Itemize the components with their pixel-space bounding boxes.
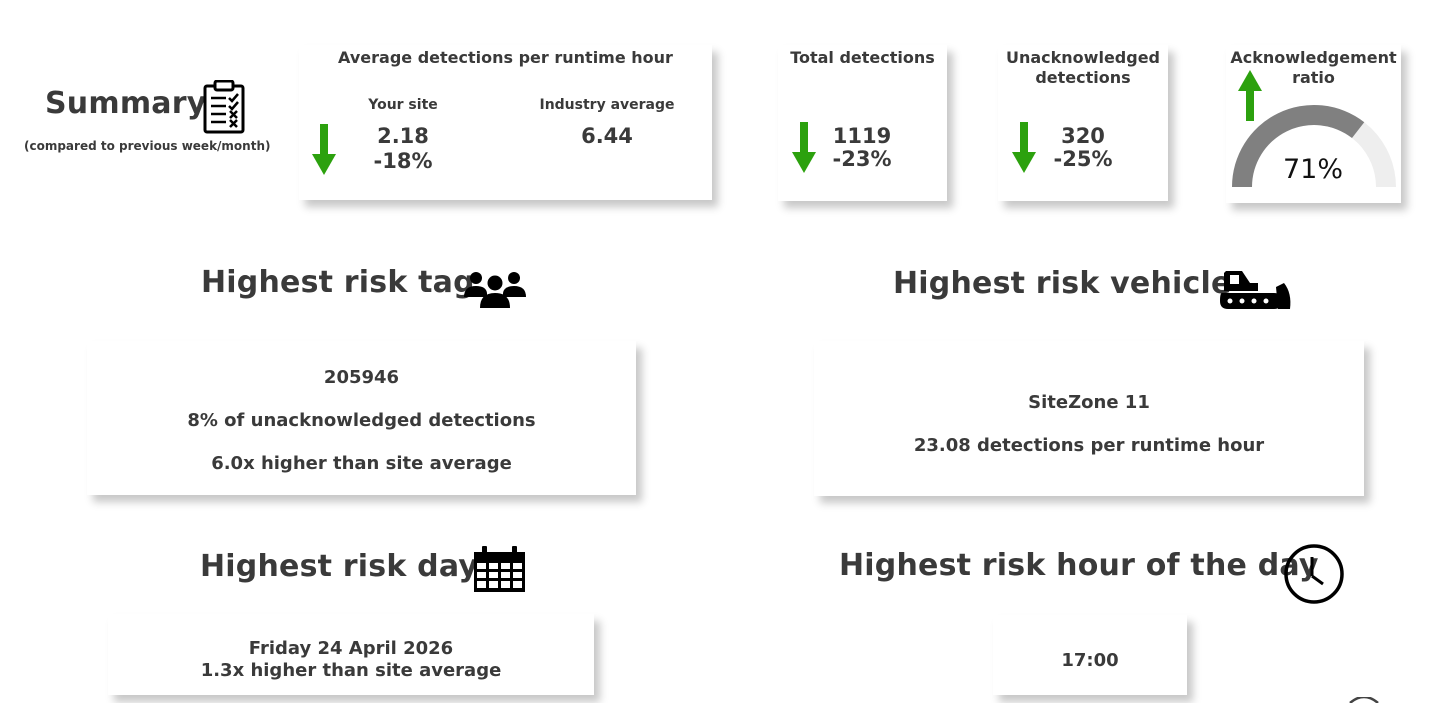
bulldozer-icon xyxy=(1220,269,1292,311)
down-arrow-icon xyxy=(312,124,336,175)
up-arrow-icon xyxy=(1238,70,1262,121)
total-detections-value: 1119 xyxy=(832,124,892,148)
risk-day-date: Friday 24 April 2026 xyxy=(248,638,454,659)
ack-ratio-gauge xyxy=(1230,103,1398,189)
highest-risk-tag-heading: Highest risk tag xyxy=(201,265,475,300)
highest-risk-vehicle-card: SiteZone 11 23.08 detections per runtime… xyxy=(814,341,1364,496)
calendar-icon xyxy=(473,546,526,593)
ack-ratio-title-line2: ratio xyxy=(1292,68,1335,87)
risk-vehicle-name: SiteZone 11 xyxy=(1028,392,1150,413)
avg-detections-card: Average detections per runtime hour Your… xyxy=(299,45,712,200)
risk-tag-vs-average: 6.0x higher than site average xyxy=(211,453,512,474)
your-site-value: 2.18 xyxy=(377,124,429,148)
down-arrow-icon xyxy=(792,122,816,173)
unacknowledged-change: -25% xyxy=(1053,147,1113,171)
your-site-change: -18% xyxy=(373,149,433,173)
unacknowledged-value: 320 xyxy=(1061,124,1105,148)
industry-average-value: 6.44 xyxy=(581,124,633,148)
summary-title: Summary xyxy=(45,86,207,121)
people-group-icon xyxy=(464,269,526,309)
unacknowledged-title-line2: detections xyxy=(1035,68,1131,87)
unacknowledged-title-line1: Unacknowledged xyxy=(1005,48,1160,67)
avg-detections-title: Average detections per runtime hour xyxy=(338,48,673,67)
highest-risk-hour-heading: Highest risk hour of the day xyxy=(839,548,1319,583)
risk-vehicle-rate: 23.08 detections per runtime hour xyxy=(913,435,1265,456)
your-site-label: Your site xyxy=(368,97,438,113)
down-arrow-icon xyxy=(1012,122,1036,173)
ack-ratio-value: 71% xyxy=(1282,154,1343,185)
summary-subtitle: (compared to previous week/month) xyxy=(24,139,271,153)
highest-risk-hour-card: 17:00 xyxy=(993,615,1187,695)
highest-risk-tag-card: 205946 8% of unacknowledged detections 6… xyxy=(87,341,636,495)
risk-tag-id: 205946 xyxy=(323,367,400,388)
clipboard-checklist-icon xyxy=(202,80,246,134)
risk-day-vs-average: 1.3x higher than site average xyxy=(200,660,502,681)
total-detections-title: Total detections xyxy=(790,48,935,67)
acknowledgement-ratio-card: Acknowledgement ratio 71% xyxy=(1226,45,1401,203)
total-detections-card: Total detections 1119 -23% xyxy=(778,45,947,201)
risk-tag-unack-share: 8% of unacknowledged detections xyxy=(187,410,536,431)
highest-risk-day-heading: Highest risk day xyxy=(200,549,479,584)
risk-hour-value: 17:00 xyxy=(1061,650,1119,671)
industry-average-label: Industry average xyxy=(539,97,675,113)
partial-circle-icon xyxy=(1348,697,1380,703)
total-detections-change: -23% xyxy=(832,147,892,171)
highest-risk-day-card: Friday 24 April 2026 1.3x higher than si… xyxy=(108,614,594,695)
clock-icon xyxy=(1282,543,1346,605)
highest-risk-vehicle-heading: Highest risk vehicle xyxy=(893,266,1232,301)
ack-ratio-title-line1: Acknowledgement xyxy=(1230,48,1397,67)
unacknowledged-detections-card: Unacknowledged detections 320 -25% xyxy=(998,45,1168,201)
